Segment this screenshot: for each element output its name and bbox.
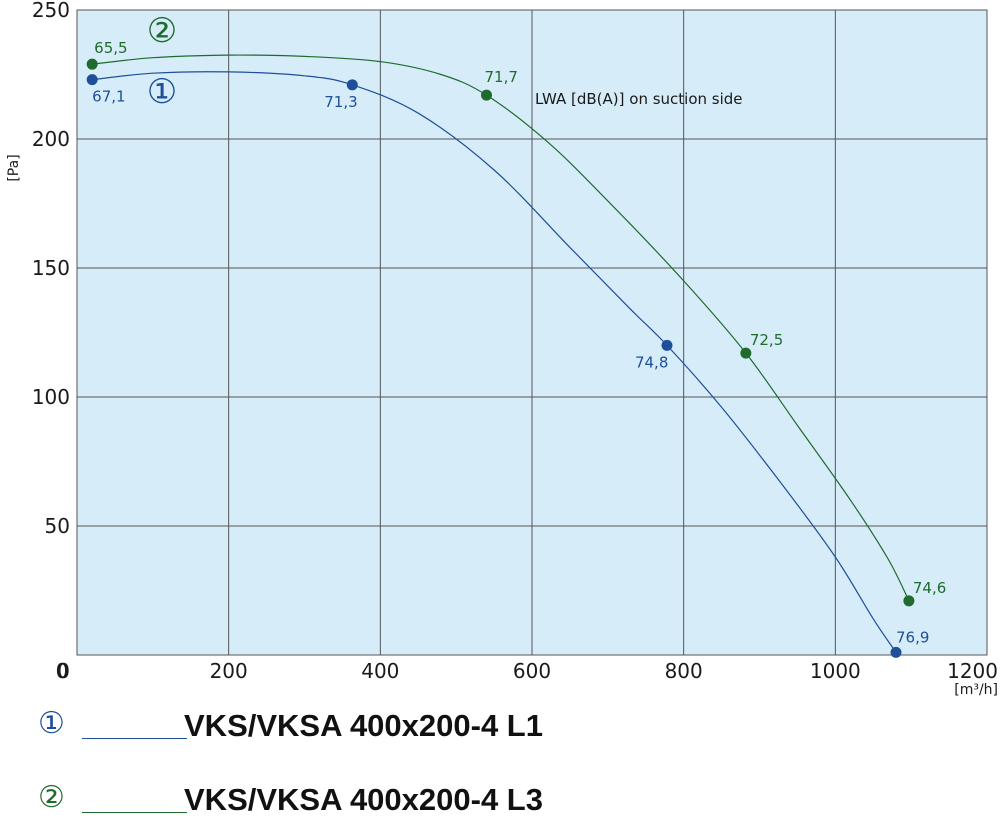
series-line	[92, 54, 910, 602]
y-tick-label: 150	[32, 256, 70, 280]
legend-number-2: ②	[38, 780, 65, 815]
y-tick-label: 100	[32, 385, 70, 409]
x-tick-label: 0	[56, 659, 69, 683]
x-tick-label: 600	[513, 659, 551, 683]
x-axis-label: [m³/h]	[954, 682, 998, 698]
data-point	[481, 89, 492, 101]
data-point	[86, 58, 98, 70]
data-point	[740, 347, 752, 359]
y-tick-label: 200	[32, 127, 70, 151]
data-label: 71,7	[485, 68, 518, 86]
y-tick-label: 50	[45, 514, 70, 538]
data-label: 76,9	[896, 628, 929, 646]
y-axis-ticks: 0 50 100 150 200 250	[32, 0, 70, 683]
data-label: 72,5	[750, 331, 783, 349]
legend-number-1: ①	[38, 706, 65, 741]
x-axis-ticks: 0 200 400 600 800 1000 1200	[56, 659, 998, 683]
y-tick-label: 250	[32, 0, 70, 22]
data-label: 65,5	[94, 39, 127, 57]
grid	[77, 10, 987, 655]
plot-frame	[76, 9, 988, 656]
legend-label-1: VKS/VKSA 400x200-4 L1	[184, 708, 543, 743]
series-2: 65,5 71,7 72,5 74,6 ②	[86, 11, 946, 607]
data-point	[86, 74, 98, 86]
data-label: 74,8	[635, 353, 668, 371]
x-tick-label: 1000	[810, 659, 861, 683]
data-point	[903, 595, 915, 607]
legend-line-2	[82, 812, 187, 813]
y-axis-label: [Pa]	[6, 154, 22, 181]
data-point	[661, 339, 673, 351]
series-1: 67,1 71,3 74,8 76,9 ①	[86, 71, 929, 658]
series-layer: 67,1 71,3 74,8 76,9 ① 65,5 71,7 72,5 74,6 ②	[86, 11, 946, 658]
x-tick-label: 1200	[947, 659, 998, 683]
series-line	[92, 71, 897, 653]
data-label: 71,3	[324, 93, 357, 111]
x-tick-label: 800	[665, 659, 703, 683]
legend-item-1: ① VKS/VKSA 400x200-4 L1	[30, 704, 990, 754]
y-tick-label: 0	[57, 659, 70, 683]
data-point	[890, 646, 902, 658]
data-label: 67,1	[92, 88, 125, 106]
legend-label-2: VKS/VKSA 400x200-4 L3	[184, 782, 543, 817]
x-tick-label: 200	[210, 659, 248, 683]
data-point	[346, 79, 358, 91]
series-number-marker: ②	[147, 11, 177, 51]
series-number-marker: ①	[147, 72, 177, 112]
data-label: 74,6	[913, 579, 946, 597]
legend-line-1	[82, 738, 187, 739]
legend-item-2: ② VKS/VKSA 400x200-4 L3	[30, 778, 990, 828]
pressure-flow-chart: 0 200 400 600 800 1000 1200 0 50 100 150 200 250 [P…	[6, 0, 998, 698]
x-tick-label: 400	[361, 659, 399, 683]
annotation-lwa: LWA [dB(A)] on suction side	[535, 90, 743, 108]
